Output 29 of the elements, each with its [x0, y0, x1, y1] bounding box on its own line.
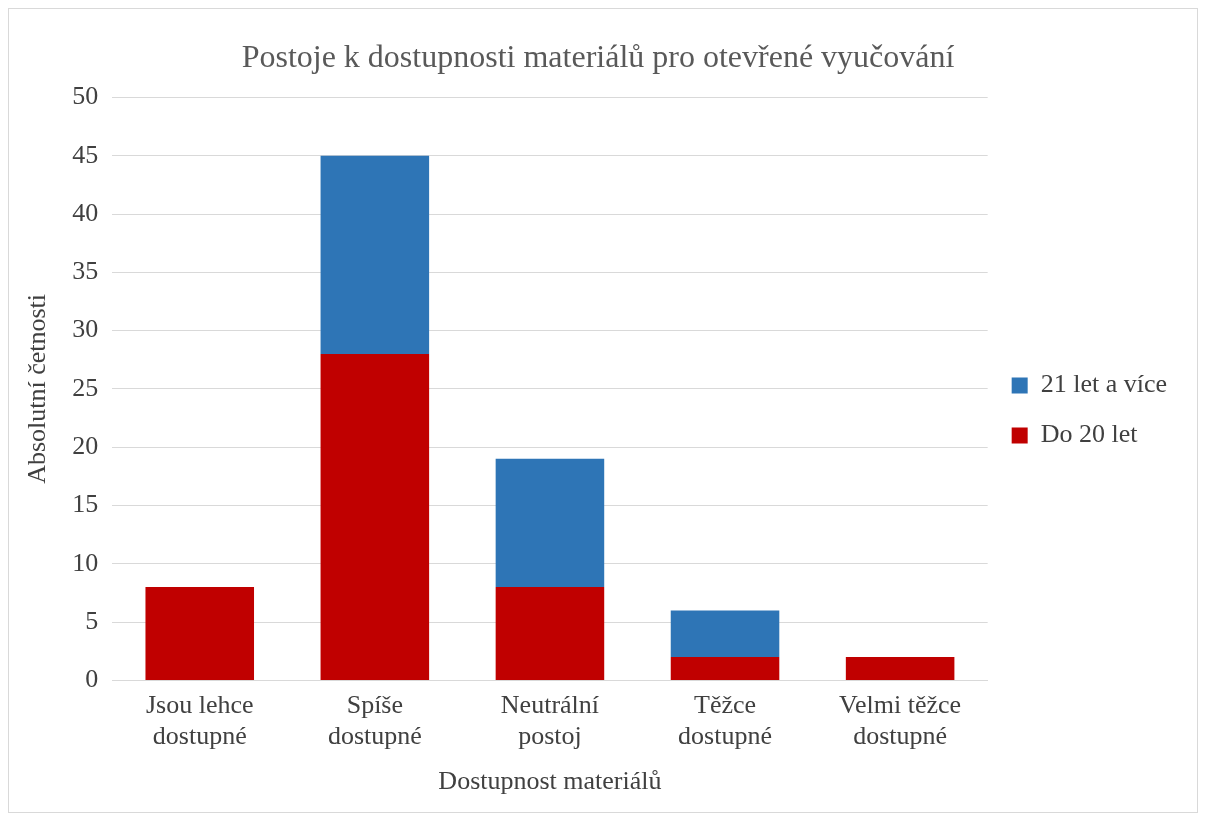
bar [845, 657, 955, 680]
bar [670, 610, 780, 658]
bar [145, 587, 255, 680]
y-tick-label: 5 [85, 605, 99, 635]
x-axis-title: Dostupnost materiálů [438, 766, 662, 796]
y-tick-label: 20 [72, 431, 99, 461]
y-tick-label: 35 [72, 256, 99, 286]
bar [495, 458, 605, 588]
y-tick-label: 0 [85, 664, 99, 694]
y-tick-label: 25 [72, 372, 99, 402]
x-tick-label: Neutrální postoj [500, 689, 600, 751]
x-tick-label: Spíše dostupné [327, 689, 422, 751]
x-tick-label: Velmi těžce dostupné [839, 689, 962, 751]
legend-label: Do 20 let [1040, 419, 1139, 449]
bar [320, 353, 430, 680]
x-tick-label: Těžce dostupné [678, 689, 772, 751]
bar [670, 657, 780, 680]
x-tick-label: Jsou lehce dostupné [145, 689, 254, 751]
y-tick-label: 50 [72, 81, 99, 111]
y-tick-label: 45 [72, 139, 99, 169]
y-tick-label: 10 [72, 547, 99, 577]
y-tick-label: 15 [72, 489, 99, 519]
y-axis-title: Absolutní četnosti [22, 293, 52, 484]
legend-label: 21 let a více [1040, 369, 1168, 399]
bar [495, 587, 605, 680]
chart-title: Postoje k dostupnosti materiálů pro otevřené vyučování [241, 37, 955, 74]
bar [320, 155, 430, 354]
y-tick-label: 40 [72, 197, 99, 227]
y-tick-label: 30 [72, 314, 99, 344]
